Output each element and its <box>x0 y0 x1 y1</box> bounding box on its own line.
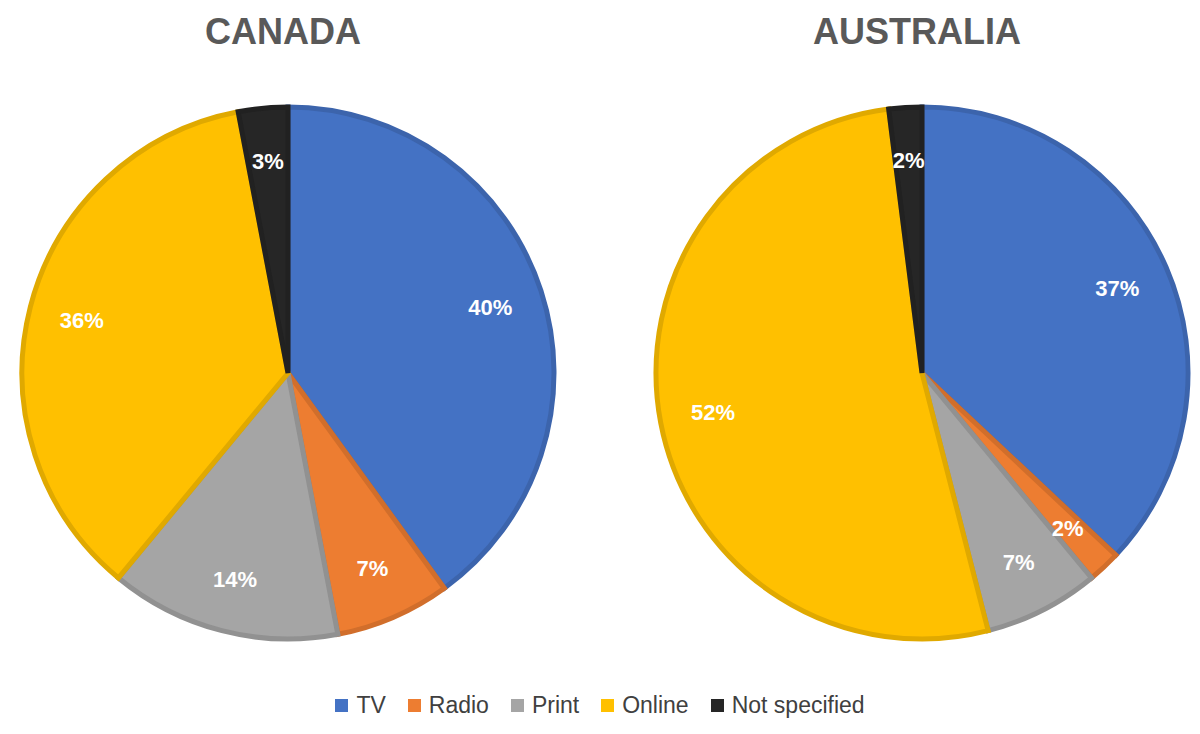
html-text:Online: Online <box>622 692 689 718</box>
svg-text:7%: 7% <box>1003 550 1035 575</box>
html-text:CANADA: CANADA <box>205 11 361 52</box>
svg-text:3%: 3% <box>252 149 284 174</box>
html-text:TV: TV <box>356 692 386 718</box>
html-text:AUSTRALIA: AUSTRALIA <box>813 11 1021 52</box>
svg-text:40%: 40% <box>468 295 512 320</box>
svg-text:52%: 52% <box>691 400 735 425</box>
svg-text:37%: 37% <box>1095 276 1139 301</box>
html-text:Radio: Radio <box>428 692 489 718</box>
svg-text:7%: 7% <box>357 556 389 581</box>
svg-text:36%: 36% <box>60 308 104 333</box>
svg-text:2%: 2% <box>1052 516 1084 541</box>
svg-text:2%: 2% <box>893 148 925 173</box>
html-text:Not specified: Not specified <box>731 692 865 718</box>
html-text:Print: Print <box>531 692 580 718</box>
svg-text:14%: 14% <box>213 567 257 592</box>
